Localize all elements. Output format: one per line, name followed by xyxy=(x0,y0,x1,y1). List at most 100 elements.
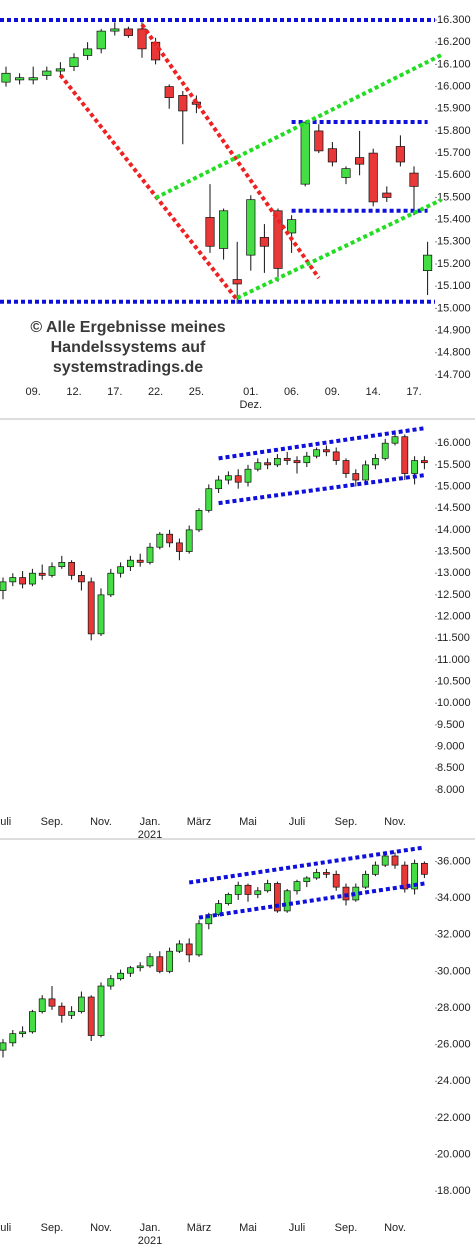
candle-body xyxy=(176,542,183,552)
x-tick-label: Sep. xyxy=(41,816,64,828)
x-sublabel: 2021 xyxy=(138,829,162,841)
candle-body xyxy=(137,28,147,50)
candle-body xyxy=(225,475,232,481)
candle-body xyxy=(362,464,369,481)
candle-body xyxy=(283,890,291,912)
x-sublabel: 2021 xyxy=(138,1235,162,1247)
candle-body xyxy=(234,884,242,895)
trend-line xyxy=(154,53,443,200)
candle-body xyxy=(273,210,283,269)
candle-body xyxy=(332,451,340,461)
candle-body xyxy=(97,985,105,1036)
y-tick-label: 10.000 xyxy=(437,697,471,709)
y-tick-label: 16.300 xyxy=(437,14,471,26)
candle-body xyxy=(314,130,324,152)
candle-body xyxy=(29,1011,36,1033)
y-tick-label: 14.700 xyxy=(437,369,471,381)
candle-body xyxy=(219,210,229,249)
x-tick-label: Juli xyxy=(0,816,11,828)
candle-body xyxy=(205,217,215,247)
x-tick-label: 22. xyxy=(148,386,163,398)
x-tick-label: 09. xyxy=(26,386,41,398)
x-tick-label: 17. xyxy=(406,386,421,398)
candle-body xyxy=(83,48,93,56)
candle-body xyxy=(264,462,271,466)
y-tick-label: 15.000 xyxy=(437,480,471,492)
candle-body xyxy=(117,566,124,574)
x-tick-label: 17. xyxy=(107,386,122,398)
candle-body xyxy=(332,873,340,888)
watermark: systemstradings.de xyxy=(53,359,203,376)
x-tick-label: Juli xyxy=(0,1222,11,1234)
y-tick-label: 15.100 xyxy=(437,280,471,292)
y-tick-label: 11.000 xyxy=(437,654,470,666)
candle-body xyxy=(117,972,124,980)
candle-body xyxy=(38,572,46,576)
candle-body xyxy=(355,157,365,165)
candle-body xyxy=(78,996,85,1013)
candle-body xyxy=(362,873,369,888)
watermark: Handelssystems auf xyxy=(51,339,206,356)
candle-body xyxy=(259,237,269,247)
y-tick-label: 30.000 xyxy=(437,965,471,977)
x-tick-label: 06. xyxy=(284,386,299,398)
candle-body xyxy=(409,172,419,187)
candle-body xyxy=(127,967,134,974)
candle-body xyxy=(411,460,418,474)
y-tick-label: 34.000 xyxy=(437,892,471,904)
x-tick-label: Sep. xyxy=(41,1222,64,1234)
candle-body xyxy=(274,883,281,912)
trend-line xyxy=(188,845,425,885)
y-tick-label: 15.200 xyxy=(437,258,471,270)
x-tick-label: Mai xyxy=(239,816,257,828)
y-tick-label: 12.000 xyxy=(437,610,471,622)
candle-body xyxy=(136,965,144,969)
candle-body xyxy=(341,168,351,178)
x-tick-label: Sep. xyxy=(335,1222,358,1234)
candle-body xyxy=(69,57,79,67)
y-tick-label: 15.800 xyxy=(437,125,471,137)
y-tick-label: 13.500 xyxy=(437,545,471,557)
candle-body xyxy=(381,442,389,459)
trend-line xyxy=(236,198,443,300)
x-tick-label: Juli xyxy=(289,1222,306,1234)
candle-body xyxy=(421,862,428,875)
y-tick-label: 20.000 xyxy=(437,1148,471,1160)
x-tick-label: Juli xyxy=(289,816,306,828)
candle-body xyxy=(395,146,405,163)
candle-body xyxy=(401,436,409,474)
candle-body xyxy=(87,581,95,635)
candle-body xyxy=(246,199,256,256)
y-tick-label: 14.800 xyxy=(437,347,471,359)
candle-body xyxy=(55,68,65,72)
candle-body xyxy=(166,950,173,972)
candle-body xyxy=(195,510,203,531)
y-tick-label: 16.200 xyxy=(437,36,471,48)
candle-body xyxy=(28,77,38,81)
candle-body xyxy=(38,998,46,1013)
candle-body xyxy=(176,943,183,952)
candle-body xyxy=(19,577,26,585)
candle-body xyxy=(411,862,418,890)
candle-body xyxy=(166,533,173,544)
candle-body xyxy=(215,479,222,490)
candle-body xyxy=(185,529,193,552)
y-tick-label: 12.500 xyxy=(437,589,471,601)
candle-body xyxy=(313,872,320,879)
candle-body xyxy=(58,1005,66,1016)
candle-body xyxy=(342,460,350,474)
candle-body xyxy=(107,572,115,596)
candle-body xyxy=(205,488,213,511)
candle-body xyxy=(391,436,399,444)
y-tick-label: 32.000 xyxy=(437,929,471,941)
y-tick-label: 18.000 xyxy=(437,1185,471,1197)
candle-body xyxy=(42,70,52,76)
candle-body xyxy=(146,546,154,563)
y-tick-label: 15.500 xyxy=(437,459,471,471)
y-tick-label: 36.000 xyxy=(437,855,471,867)
candle-body xyxy=(254,462,262,470)
candle-body xyxy=(58,562,66,568)
candle-body xyxy=(382,192,392,198)
candle-body xyxy=(146,956,154,967)
